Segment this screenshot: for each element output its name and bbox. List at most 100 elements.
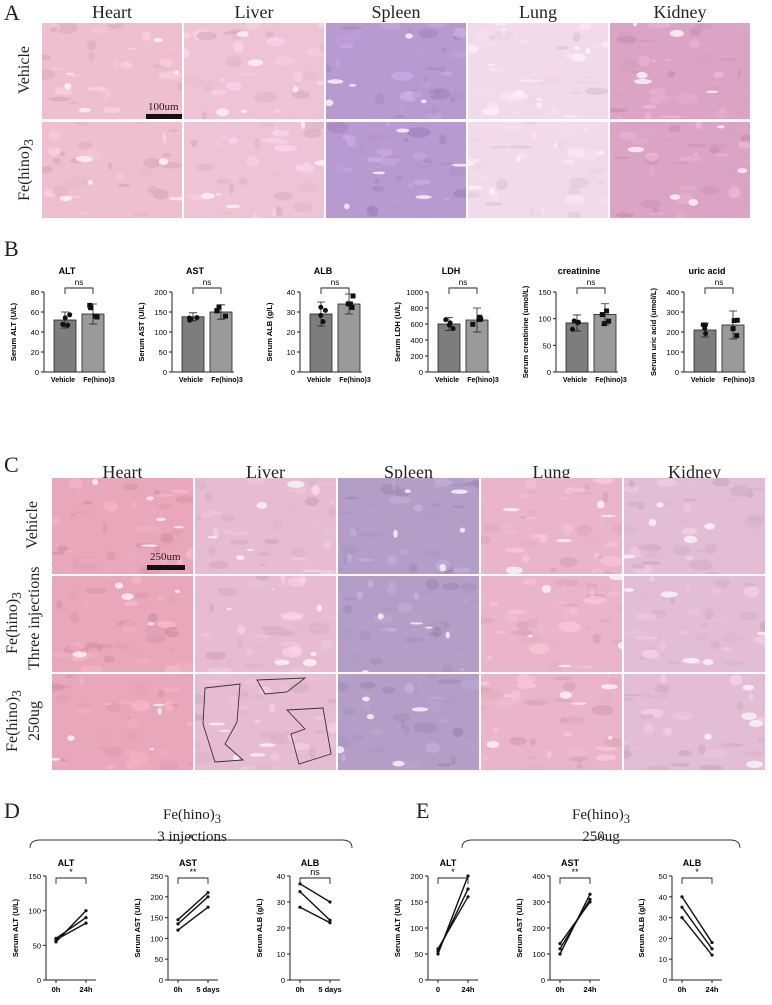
panel-a-tile-liver-vehicle	[184, 23, 324, 119]
y-tick-label: 40	[31, 328, 39, 337]
significance-bracket	[177, 877, 209, 884]
y-tick-label: 30	[277, 898, 285, 907]
panel-c-tile-lung-1	[481, 576, 622, 672]
panel-d-letter: D	[4, 798, 20, 823]
data-point	[470, 321, 476, 327]
panel-c-tile-kidney-2	[624, 674, 765, 770]
x-tick-label: Vehicle	[563, 377, 587, 384]
x-tick-label: 0	[436, 985, 440, 994]
y-axis-label: Serum uric acid (umol/L)	[649, 288, 658, 376]
panel-c-tile-liver-1	[195, 576, 336, 672]
data-point	[710, 947, 714, 951]
data-point	[84, 921, 88, 925]
bar-chart-0: ALT 0 20 40 60 80 Serum ALT (U/L) Vehicle Fe(hin…	[9, 266, 115, 384]
bar	[181, 316, 205, 373]
data-point	[606, 318, 612, 324]
panel-a-tile-spleen-vehicle	[326, 23, 466, 119]
data-point	[62, 315, 68, 321]
y-tick-label: 200	[410, 352, 423, 361]
x-tick-label: Fe(hino)3	[339, 377, 371, 384]
significance-bracket	[192, 287, 222, 294]
x-tick-label: 5 days	[318, 985, 341, 994]
data-point	[328, 918, 332, 922]
line-chart-title: AST	[179, 858, 198, 868]
significance-bracket	[681, 877, 713, 884]
panel-a-tile-lung-treated	[468, 122, 608, 218]
y-tick-label: 100	[538, 315, 551, 324]
significance-bracket	[64, 287, 94, 294]
data-point	[349, 304, 355, 310]
data-point	[318, 312, 324, 318]
data-point	[176, 922, 180, 926]
panel-a-col-kidney: Kidney	[653, 2, 707, 22]
row-label-main: Fe(hino)	[4, 598, 21, 654]
subject-line	[299, 906, 331, 924]
panel-a-col-liver: Liver	[234, 2, 274, 22]
data-point	[298, 890, 302, 894]
row-label-main: Vehicle	[24, 501, 41, 549]
y-tick-label: 10	[659, 955, 667, 964]
significance-bracket	[559, 877, 591, 884]
data-point	[731, 318, 737, 324]
liver-lesion-outlines	[202, 677, 332, 765]
x-tick-label: 24h	[80, 985, 93, 994]
bar-chart-title: ALT	[59, 266, 76, 276]
panel-a-row-vehicle: Vehicle	[16, 46, 33, 94]
y-tick-label: 0	[663, 976, 667, 985]
y-axis-label: Serum ALB (g/L)	[265, 302, 274, 361]
data-point	[710, 940, 714, 945]
x-tick-label: 0h	[296, 985, 305, 994]
data-point	[298, 905, 302, 909]
data-point	[558, 942, 562, 946]
panel-c-tile-spleen-0	[338, 478, 479, 574]
panel-c-tile-heart-0	[52, 478, 193, 574]
data-point	[65, 322, 71, 328]
x-tick-label: Vehicle	[51, 377, 75, 384]
x-tick-label: 5 days	[196, 985, 219, 994]
panel-c-tile-spleen-2	[338, 674, 479, 770]
significance-label: ns	[310, 867, 320, 877]
data-point	[194, 315, 200, 321]
line-chart-title: ALB	[301, 858, 320, 868]
data-point	[436, 949, 440, 953]
y-axis-label: Serum ALT (U/L)	[9, 302, 18, 361]
data-point	[730, 326, 736, 332]
data-point	[322, 307, 328, 313]
line-chart-0: ALT 0 50 100 150 200 Serum ALT (U/L) 0 24h *	[393, 858, 478, 994]
subject-line	[681, 917, 713, 956]
axes	[167, 876, 218, 981]
subject-line	[177, 896, 209, 925]
error-bar	[729, 310, 737, 340]
x-tick-label: 24h	[706, 985, 719, 994]
axes	[289, 876, 340, 981]
panel-a-scale-label: 100um	[148, 101, 179, 113]
y-tick-label: 50	[159, 348, 167, 357]
x-tick-label: 24h	[584, 985, 597, 994]
y-tick-label: 100	[28, 907, 41, 916]
y-tick-label: 20	[659, 934, 667, 943]
data-point	[466, 895, 470, 899]
y-tick-label: 100	[532, 950, 545, 959]
panel-a-col-spleen: Spleen	[371, 2, 421, 22]
data-point	[558, 952, 562, 956]
panel-c-tile-heart-1	[52, 576, 193, 672]
y-tick-label: 0	[419, 976, 423, 985]
data-point	[466, 874, 470, 878]
data-point	[680, 916, 684, 920]
panel-c-tile-liver-0	[195, 478, 336, 574]
data-point	[187, 317, 193, 323]
y-tick-label: 50	[155, 955, 163, 964]
subject-line	[177, 906, 209, 931]
panel-c-scale-bar	[147, 565, 185, 570]
y-axis-label: Serum creatinine (umol/L)	[521, 285, 530, 378]
x-tick-label: 24h	[462, 985, 475, 994]
panel-b-letter: B	[4, 236, 19, 261]
data-point	[588, 900, 592, 904]
y-tick-label: 40	[659, 893, 667, 902]
significance-label: **	[571, 867, 579, 877]
data-point	[347, 301, 353, 307]
panel-a-tile-lung-vehicle	[468, 23, 608, 119]
data-point	[702, 325, 708, 331]
bar-chart-2: ALB 0 10 20 30 40 Serum ALB (g/L) Vehicle Fe(hin…	[265, 266, 371, 384]
